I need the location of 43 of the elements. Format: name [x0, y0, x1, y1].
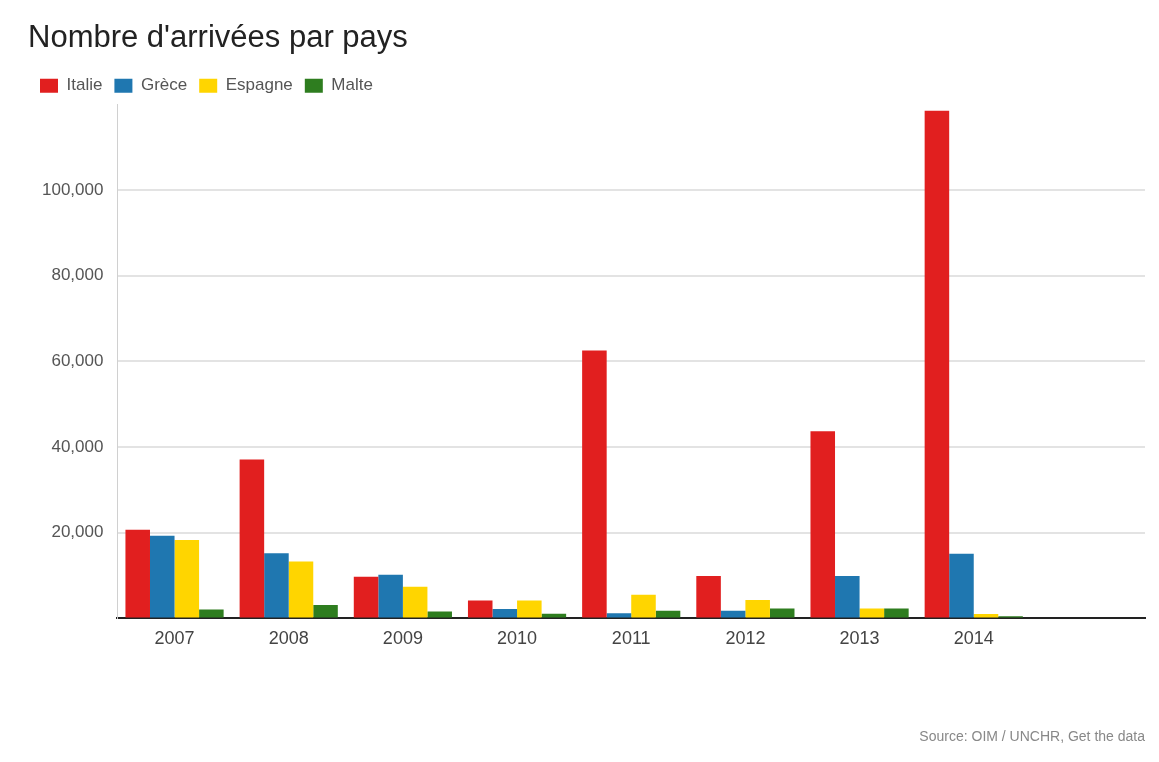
- bar: [835, 575, 860, 618]
- bar: [467, 600, 493, 618]
- y-tick-label: 100,000: [42, 179, 104, 199]
- chart-title: Nombre d'arrivées par pays: [28, 19, 408, 55]
- bar: [696, 575, 721, 618]
- bar: [264, 553, 289, 618]
- bar: [582, 350, 607, 618]
- bar: [199, 609, 224, 618]
- x-tick-label: 2010: [497, 628, 538, 649]
- bar: [239, 459, 265, 618]
- x-tick-label: 2007: [154, 628, 195, 649]
- bar: [884, 608, 909, 618]
- x-tick-label: 2013: [839, 628, 880, 649]
- bar: [949, 553, 974, 618]
- x-tick-label: 2011: [611, 628, 651, 649]
- x-tick-label: 2009: [382, 628, 423, 649]
- legend-label: Malte: [331, 75, 373, 95]
- y-tick-label: 40,000: [51, 436, 104, 456]
- bar: [313, 605, 338, 618]
- bar: [378, 574, 403, 618]
- x-tick-label: 2008: [268, 628, 309, 649]
- bar: [125, 529, 150, 618]
- bar: [745, 599, 770, 618]
- bar: [149, 535, 175, 618]
- bar: [492, 608, 518, 618]
- y-tick-label: 60,000: [51, 350, 104, 370]
- bar: [288, 561, 314, 618]
- bar: [924, 110, 950, 618]
- bar: [517, 600, 542, 618]
- x-tick-label: 2012: [725, 628, 766, 649]
- bar: [606, 613, 632, 618]
- y-tick-label: 20,000: [51, 522, 104, 542]
- source-note: Source: OIM / UNCHR, Get the data: [918, 728, 1145, 744]
- y-tick-label: 80,000: [51, 265, 104, 285]
- bar: [174, 539, 200, 618]
- bar: [402, 586, 428, 618]
- legend-label: Espagne: [225, 75, 293, 95]
- bar: [353, 576, 379, 618]
- legend-label: Italie: [66, 75, 103, 95]
- bar: [631, 594, 656, 618]
- x-tick-label: 2014: [953, 628, 994, 649]
- bar: [810, 431, 836, 618]
- legend-label: Grèce: [140, 75, 188, 95]
